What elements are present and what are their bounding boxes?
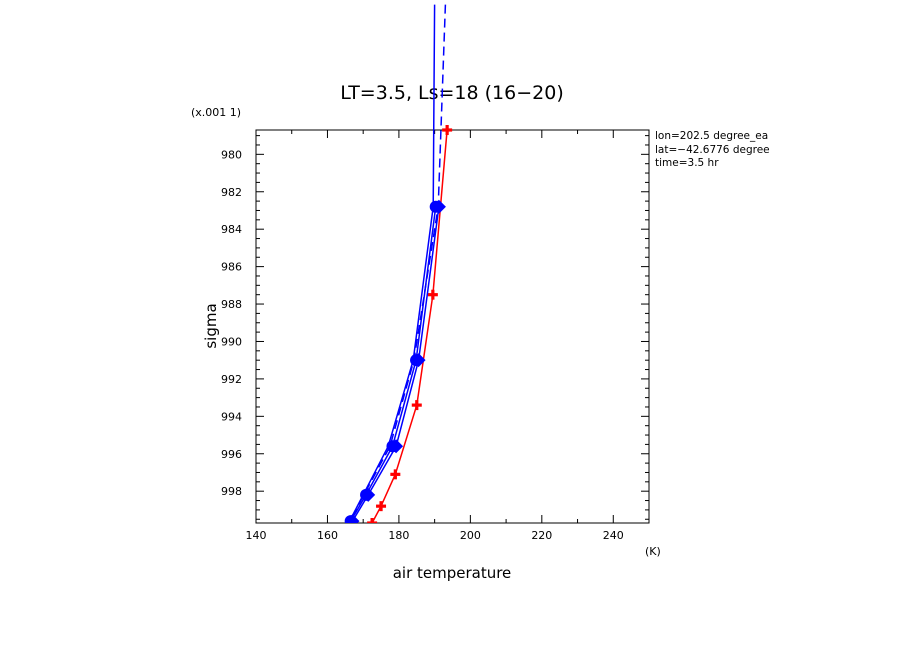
series-2: [345, 199, 446, 523]
data-point-diamond: [389, 439, 404, 454]
data-point-plus: [411, 400, 422, 411]
y-tick-label: 986: [221, 261, 242, 274]
y-tick-label: 998: [221, 485, 242, 498]
y-tick-label: 980: [221, 148, 242, 161]
y-axis-label: sigma: [202, 303, 220, 348]
series-layer: [344, 4, 453, 523]
y-tick-label: 988: [221, 298, 242, 311]
data-point-diamond: [345, 514, 360, 523]
x-unit-label: (K): [645, 545, 661, 558]
x-tick-label: 160: [317, 529, 338, 542]
data-point-plus: [367, 518, 378, 523]
x-axis-label: air temperature: [393, 564, 512, 582]
info-block: lon=202.5 degree_ea lat=−42.6776 degree …: [655, 130, 770, 169]
data-point-plus: [390, 469, 401, 480]
y-scale-note: (x.001 1): [191, 106, 241, 119]
x-tick-label: 200: [460, 529, 481, 542]
x-tick-label: 140: [246, 529, 267, 542]
info-time: time=3.5 hr: [655, 157, 719, 169]
series-4: [348, 4, 436, 522]
axis-ticks: [255, 130, 650, 523]
plot-frame: [255, 129, 650, 524]
info-lat: lat=−42.6776 degree: [655, 144, 770, 156]
x-tick-labels: 140 160 180 200 220 240: [246, 529, 624, 542]
y-tick-label: 984: [221, 223, 242, 236]
y-tick-label: 992: [221, 373, 242, 386]
x-tick-label: 240: [603, 529, 624, 542]
series-0: [367, 125, 453, 523]
data-point-plus: [376, 501, 387, 512]
x-tick-label: 220: [531, 529, 552, 542]
y-tick-label: 982: [221, 186, 242, 199]
y-tick-label: 990: [221, 335, 242, 348]
data-point-plus: [427, 289, 438, 300]
info-lon: lon=202.5 degree_ea: [655, 130, 768, 142]
y-tick-label: 994: [221, 410, 242, 423]
series-line: [348, 4, 436, 522]
y-tick-label: 996: [221, 448, 242, 461]
y-tick-labels: 980 982 984 986 988 990 992 994 996 998: [221, 148, 242, 498]
chart-title: LT=3.5, Ls=18 (16−20): [340, 82, 564, 104]
data-point-plus: [442, 125, 453, 135]
x-tick-label: 180: [388, 529, 409, 542]
